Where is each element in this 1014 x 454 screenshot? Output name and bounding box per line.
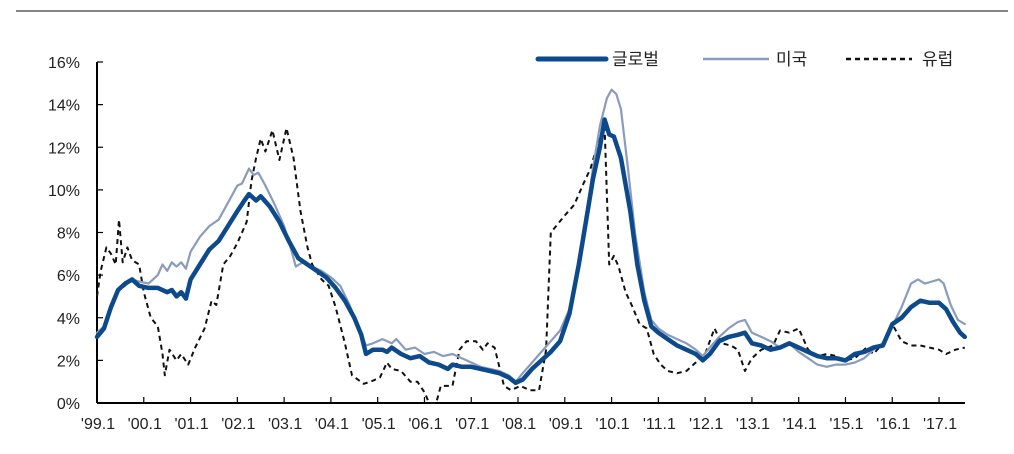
y-tick-label: 8%	[57, 226, 80, 243]
legend-item-global: 글로벌	[535, 50, 659, 70]
x-tick-label: '17.1	[923, 416, 957, 433]
x-tick-label: '03.1	[268, 416, 302, 433]
y-tick-label: 14%	[48, 98, 80, 115]
y-tick-label: 16%	[48, 55, 80, 72]
y-tick-label: 0%	[57, 396, 80, 413]
x-tick-label: '02.1	[221, 416, 255, 433]
x-tick-label: '10.1	[595, 416, 629, 433]
x-tick-label: '00.1	[128, 416, 162, 433]
x-tick-label: '09.1	[549, 416, 583, 433]
x-tick-label: '07.1	[455, 416, 489, 433]
x-tick-label: '05.1	[362, 416, 396, 433]
y-tick-label: 4%	[57, 311, 80, 328]
legend-label-us: 미국	[776, 50, 807, 70]
x-tick-label: '08.1	[502, 416, 536, 433]
y-axis: 0% 2% 4% 6% 8% 10% 12% 14% 16%	[48, 55, 103, 413]
series-line-us	[95, 88, 966, 383]
legend-label-global: 글로벌	[612, 50, 659, 70]
x-tick-label: '11.1	[643, 416, 676, 433]
x-tick-label: '01.1	[174, 416, 208, 433]
x-axis: '99.1 '00.1 '01.1 '02.1 '03.1 '04.1 '05.1 '06.1…	[81, 397, 965, 433]
series-lines	[94, 88, 968, 404]
legend-label-europe: 유럽	[922, 50, 953, 70]
legend-item-us: 미국	[703, 50, 807, 70]
y-tick-label: 6%	[57, 268, 80, 285]
x-tick-label: '13.1	[736, 416, 770, 433]
x-tick-label: '06.1	[408, 416, 442, 433]
x-tick-label: '16.1	[876, 416, 910, 433]
y-tick-label: 10%	[48, 183, 80, 200]
y-tick-label: 2%	[57, 353, 80, 370]
x-tick-label: '12.1	[689, 416, 723, 433]
legend: 글로벌 미국 유럽	[535, 50, 953, 70]
legend-item-europe: 유럽	[846, 50, 953, 70]
series-line-europe	[96, 124, 966, 404]
x-tick-label: '99.1	[81, 416, 115, 433]
series-line-global	[94, 117, 968, 386]
x-tick-label: '14.1	[783, 416, 817, 433]
x-tick-label: '15.1	[829, 416, 863, 433]
y-tick-label: 12%	[48, 140, 80, 157]
x-tick-label: '04.1	[315, 416, 349, 433]
